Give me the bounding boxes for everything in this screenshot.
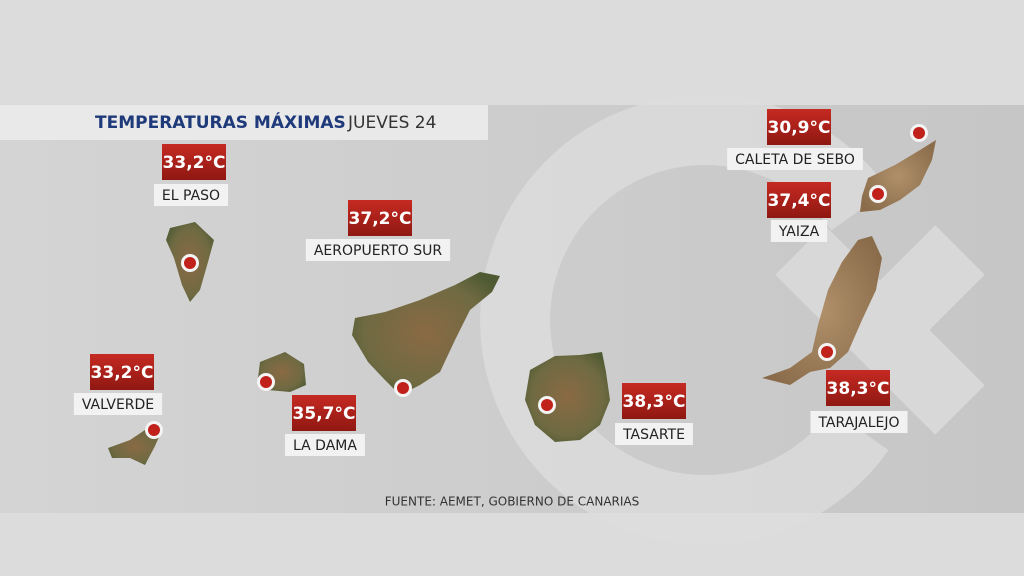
source: FUENTE: AEMET, GOBIERNO DE CANARIAS <box>385 495 639 509</box>
name-box <box>770 220 828 242</box>
station-marker-dot <box>184 257 196 269</box>
station-marker-dot <box>260 376 272 388</box>
subtitle: JUEVES 24 <box>347 113 436 133</box>
stations: 33,2°C EL PASO 37,2°C AEROPUERTO SUR 33,2°C V… <box>73 109 928 456</box>
name-box <box>285 434 365 456</box>
temperature-box <box>162 144 226 180</box>
station-marker-dot <box>541 399 553 411</box>
islands <box>108 124 936 465</box>
temperature-label: 33,2°C <box>91 363 154 383</box>
temperature-label: 38,3°C <box>623 392 686 412</box>
name-box <box>615 423 693 445</box>
station-name: TARAJALEJO <box>817 415 899 431</box>
name-box <box>727 148 863 170</box>
temperature-label: 30,9°C <box>768 118 831 138</box>
temperature-box <box>622 383 686 419</box>
temperature-label: 37,4°C <box>768 191 831 211</box>
title: TEMPERATURAS MÁXIMAS <box>95 111 346 133</box>
name-box <box>810 411 908 433</box>
title-box <box>0 105 488 140</box>
station-name: LA DAMA <box>293 438 357 454</box>
station-name: CALETA DE SEBO <box>735 152 855 168</box>
temperature-label: 37,2°C <box>349 209 412 229</box>
name-box <box>73 393 163 415</box>
temperature-label: 33,2°C <box>163 153 226 173</box>
temperature-box <box>292 395 356 431</box>
station-marker-dot <box>397 382 409 394</box>
temperature-box <box>826 370 890 406</box>
station-name: VALVERDE <box>82 397 154 413</box>
temperature-box <box>90 354 154 390</box>
station-marker-dot <box>872 188 884 200</box>
logo <box>480 95 985 545</box>
temperature-label: 35,7°C <box>293 404 356 424</box>
temperature-label: 38,3°C <box>827 379 890 399</box>
name-box <box>305 239 451 261</box>
temperature-box <box>348 200 412 236</box>
station-marker-dot <box>148 424 160 436</box>
station-name: AEROPUERTO SUR <box>314 243 443 259</box>
station-name: YAIZA <box>778 224 820 240</box>
temperature-box <box>767 182 831 218</box>
station-marker-dot <box>821 346 833 358</box>
station-marker-dot <box>913 127 925 139</box>
temperature-box <box>767 109 831 145</box>
name-box <box>153 184 229 206</box>
station-name: EL PASO <box>162 188 220 204</box>
station-name: TASARTE <box>622 427 685 443</box>
